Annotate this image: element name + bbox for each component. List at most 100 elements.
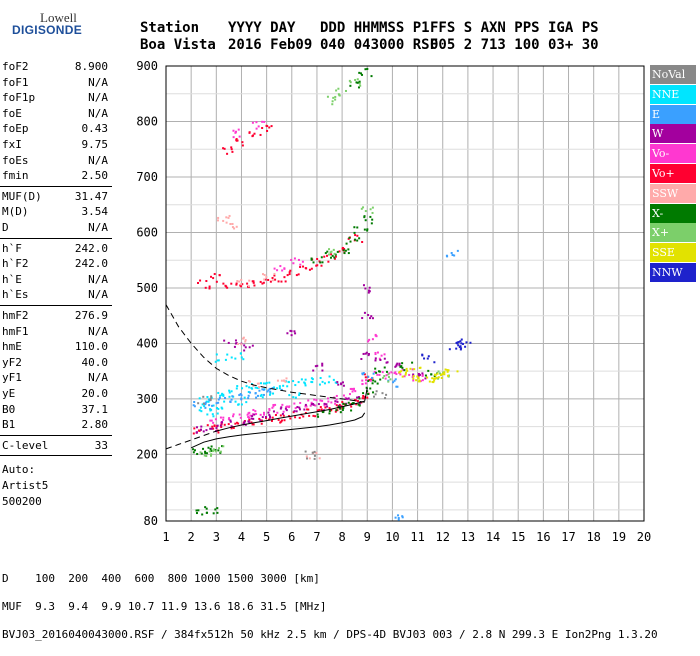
echo-point [259,280,262,283]
echo-point [243,421,246,424]
echo-point [313,398,316,401]
echo-point [256,394,259,397]
header-label-3: FFS S AXN PPS IGA PS [430,20,599,36]
echo-point [208,404,211,407]
echo-point [210,395,213,398]
echo-point [230,148,233,151]
echo-point [334,402,337,405]
echo-point [383,375,386,378]
echo-point [393,372,396,375]
echo-point [206,413,209,416]
echo-point [409,367,412,370]
echo-point [455,347,458,350]
echo-point [286,385,289,388]
x-tick-label: 6 [288,530,295,544]
echo-point [200,452,203,455]
echo-point [205,452,208,455]
echo-point [253,413,256,416]
echo-point [211,404,214,407]
echo-point [235,387,238,390]
echo-point [443,373,446,376]
echo-point [437,370,440,373]
echo-point [334,381,337,384]
echo-point [202,430,205,433]
echo-point [342,394,345,397]
echo-point [262,411,265,414]
echo-point [339,407,342,410]
echo-point [239,352,242,355]
echo-point [417,372,420,375]
param-row-he: h`E N/A [2,273,108,287]
echo-point [295,274,298,277]
echo-point [248,131,251,134]
param-row-md: M(D) 3.54 [2,205,108,219]
echo-point [263,273,266,276]
echo-point [383,353,386,356]
echo-point [342,384,345,387]
header-label-2: DDD HHMMSS P1 [320,20,430,36]
x-tick-label: 15 [511,530,525,544]
echo-point [261,282,264,285]
echo-point [244,423,247,426]
echo-point [357,86,360,89]
echo-point [234,131,237,134]
echo-point [254,410,257,413]
echo-point [331,103,334,106]
echo-point [374,333,377,336]
echo-point [216,359,219,362]
echo-point [258,417,261,420]
echo-point [251,413,254,416]
echo-point [204,450,207,453]
echo-point [421,353,424,356]
echo-point [198,397,201,400]
param-value: N/A [88,324,108,338]
echo-point [385,370,388,373]
echo-point [356,226,359,229]
param-row-b0: B0 37.1 [2,403,108,417]
echo-point [209,399,212,402]
echo-point [431,377,434,380]
echo-point [236,280,239,283]
echo-point [299,265,302,268]
echo-point [270,125,273,128]
echo-point [281,412,284,415]
echo-point [214,418,217,421]
echo-point [199,406,202,409]
echo-point [217,398,220,401]
param-value: 242.0 [74,257,108,271]
echo-point [459,345,462,348]
legend-item-vo: Vo- [650,144,696,164]
echo-point [344,89,347,92]
echo-point [233,345,236,348]
header-value-3: 005 2 713 100 03+ 30 [430,37,599,53]
echo-point [244,340,247,343]
echo-point [382,376,385,379]
echo-point [257,125,260,128]
echo-point [214,449,217,452]
echo-point [362,392,365,395]
echo-point [217,216,220,219]
echo-point [353,399,356,402]
echo-point [202,395,205,398]
echo-point [225,221,228,224]
echo-point [443,371,446,374]
y-tick-label: 800 [136,114,158,128]
echo-point [374,353,377,356]
echo-point [350,409,353,412]
echo-point [213,425,216,428]
echo-point [265,275,268,278]
echo-point [358,237,361,240]
echo-point [208,285,211,288]
echo-point [208,287,211,290]
echo-point [395,364,398,367]
param-value: 31.47 [74,189,108,203]
echo-point [285,406,288,409]
echo-point [227,341,230,344]
echo-point [216,407,219,410]
echo-point [336,250,339,253]
echo-point [375,371,378,374]
echo-point [299,401,302,404]
echo-point [327,400,330,403]
echo-point [205,280,208,283]
echo-point [222,282,225,285]
